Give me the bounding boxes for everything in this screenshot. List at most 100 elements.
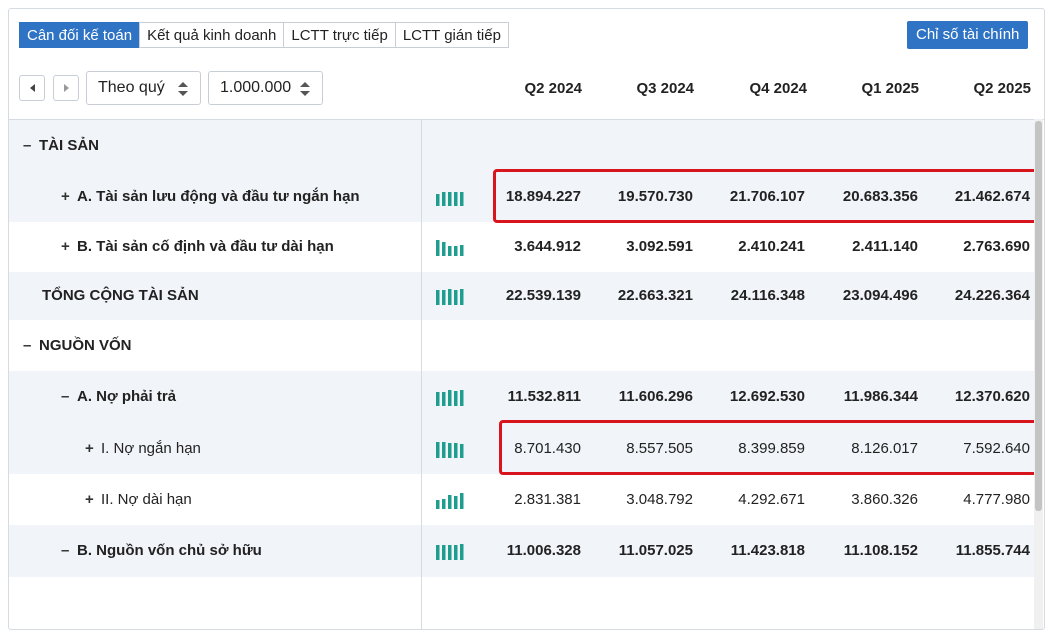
sparkline-chart-icon[interactable]: [436, 288, 466, 305]
tab-cashflow-indirect[interactable]: LCTT gián tiếp: [394, 22, 509, 48]
row-label-text: TÀI SẢN: [39, 137, 99, 154]
column-header: Q2 2025: [973, 80, 1031, 97]
table-cell: 2.411.140: [852, 238, 918, 255]
table-cell: 11.423.818: [730, 542, 805, 559]
table-cell: 8.557.505: [626, 440, 693, 457]
scrollbar-thumb[interactable]: [1035, 121, 1042, 511]
table-cell: 12.692.530: [729, 388, 805, 405]
sparkline-chart-icon[interactable]: [436, 543, 466, 560]
table-row: – B. Nguồn vốn chủ sở hữu 11.006.328 11.057…: [9, 525, 1034, 577]
table-cell: 11.532.811: [507, 388, 581, 405]
table-cell: 21.462.674: [954, 188, 1030, 205]
table-cell: 20.683.356: [842, 188, 918, 205]
table-cell: 24.116.348: [730, 287, 805, 304]
column-divider: [421, 119, 422, 629]
table-cell: 11.986.344: [843, 388, 918, 405]
collapse-icon[interactable]: –: [61, 388, 70, 405]
row-label-text: II. Nợ dài hạn: [101, 491, 192, 508]
unit-select-value: 1.000.000: [220, 79, 292, 96]
row-label: – TÀI SẢN: [23, 120, 99, 171]
balance-sheet-panel: Cân đối kế toán Kết quả kinh doanh LCTT …: [8, 8, 1045, 630]
table-row: + II. Nợ dài hạn 2.831.381 3.048.792 4.292.6…: [9, 474, 1034, 525]
chevron-left-icon: [29, 84, 35, 92]
expand-icon[interactable]: +: [61, 188, 70, 205]
table-cell: 11.057.025: [618, 542, 693, 559]
table-cell: 22.539.139: [505, 287, 581, 304]
table-cell: 3.048.792: [626, 491, 693, 508]
table-cell: 3.860.326: [851, 491, 918, 508]
table-cell: 8.399.859: [738, 440, 805, 457]
table-cell: 3.644.912: [514, 238, 581, 255]
table-row: + I. Nợ ngắn hạn 8.701.430 8.557.505 8.399.8…: [9, 423, 1034, 474]
table-cell: 7.592.640: [963, 440, 1030, 457]
sparkline-chart-icon[interactable]: [436, 239, 466, 256]
table-cell: 21.706.107: [729, 188, 805, 205]
table-row: – NGUỒN VỐN: [9, 320, 1034, 371]
unit-select[interactable]: 1.000.000: [208, 71, 323, 105]
row-label-text: A. Tài sản lưu động và đầu tư ngắn hạn: [77, 188, 360, 205]
sparkline-chart-icon[interactable]: [436, 189, 466, 206]
tab-balance-sheet[interactable]: Cân đối kế toán: [19, 22, 141, 48]
collapse-icon[interactable]: –: [61, 542, 70, 559]
tab-income-statement[interactable]: Kết quả kinh doanh: [139, 22, 285, 48]
expand-icon[interactable]: +: [85, 440, 94, 457]
sparkline-chart-icon[interactable]: [436, 441, 466, 458]
collapse-icon[interactable]: –: [23, 337, 32, 354]
sparkline-chart-icon[interactable]: [436, 492, 466, 509]
table-row: + A. Tài sản lưu động và đầu tư ngắn hạn 1…: [9, 171, 1034, 222]
table-cell: 24.226.364: [954, 287, 1030, 304]
table-cell: 23.094.496: [842, 287, 918, 304]
table-cell: 2.831.381: [514, 491, 581, 508]
prev-period-button[interactable]: [19, 75, 45, 101]
table-cell: 8.126.017: [851, 440, 918, 457]
table-cell: 11.108.152: [843, 542, 918, 559]
row-label-text: TỔNG CỘNG TÀI SẢN: [42, 287, 199, 304]
header-divider: [9, 119, 1044, 120]
report-tabs: Cân đối kế toán Kết quả kinh doanh LCTT …: [19, 22, 509, 48]
table-cell: 2.763.690: [963, 238, 1030, 255]
table-cell: 4.292.671: [738, 491, 805, 508]
table-cell: 11.006.328: [506, 542, 581, 559]
table-cell: 11.855.744: [955, 542, 1030, 559]
table-cell: 12.370.620: [954, 388, 1030, 405]
expand-icon[interactable]: +: [85, 491, 94, 508]
table-cell: 4.777.980: [963, 491, 1030, 508]
row-label: – NGUỒN VỐN: [23, 320, 132, 371]
period-select[interactable]: Theo quý: [86, 71, 201, 105]
table-cell: 2.410.241: [738, 238, 805, 255]
row-label: TỔNG CỘNG TÀI SẢN: [42, 272, 199, 320]
table-row: TỔNG CỘNG TÀI SẢN 22.539.139 22.663.321 24.…: [9, 272, 1034, 320]
highlight-box: [493, 169, 1042, 223]
row-label-text: NGUỒN VỐN: [39, 337, 132, 354]
table-cell: 19.570.730: [617, 188, 693, 205]
row-label: – A. Nợ phải trả: [61, 371, 176, 423]
table-cell: 22.663.321: [617, 287, 693, 304]
vertical-scrollbar[interactable]: [1034, 119, 1043, 629]
highlight-box: [499, 420, 1042, 475]
row-label-text: I. Nợ ngắn hạn: [101, 440, 201, 457]
row-label: + II. Nợ dài hạn: [85, 474, 192, 525]
period-select-value: Theo quý: [98, 79, 165, 96]
expand-icon[interactable]: +: [61, 238, 70, 255]
table-cell: 11.606.296: [618, 388, 693, 405]
chevron-right-icon: [63, 84, 69, 92]
row-label: – B. Nguồn vốn chủ sở hữu: [61, 525, 262, 577]
next-period-button[interactable]: [53, 75, 79, 101]
collapse-icon[interactable]: –: [23, 137, 32, 154]
tab-cashflow-direct[interactable]: LCTT trực tiếp: [283, 22, 396, 48]
table-row: – A. Nợ phải trả 11.532.811 11.606.296 12.69…: [9, 371, 1034, 423]
column-header: Q3 2024: [636, 80, 694, 97]
row-label: + I. Nợ ngắn hạn: [85, 423, 201, 474]
sparkline-chart-icon[interactable]: [436, 389, 466, 406]
updown-icon: [300, 82, 310, 96]
table-cell: 8.701.430: [514, 440, 581, 457]
column-header: Q4 2024: [749, 80, 807, 97]
updown-icon: [178, 82, 188, 96]
row-label-text: B. Tài sản cố định và đầu tư dài hạn: [77, 238, 334, 255]
column-header: Q1 2025: [861, 80, 919, 97]
row-label: + B. Tài sản cố định và đầu tư dài hạn: [61, 222, 334, 272]
row-label: + A. Tài sản lưu động và đầu tư ngắn hạn: [61, 171, 360, 222]
column-header: Q2 2024: [524, 80, 582, 97]
table-row: + B. Tài sản cố định và đầu tư dài hạn 3.6…: [9, 222, 1034, 272]
financial-ratios-button[interactable]: Chỉ số tài chính: [907, 21, 1029, 49]
